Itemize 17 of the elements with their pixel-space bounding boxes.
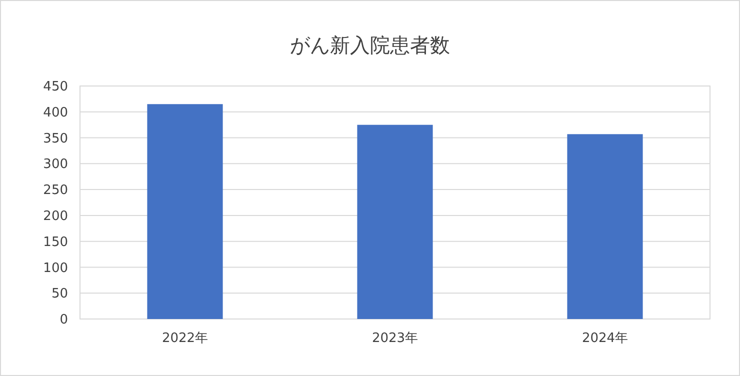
bar <box>147 104 223 319</box>
y-tick-label: 400 <box>43 105 68 120</box>
y-tick-label: 50 <box>51 286 68 302</box>
y-tick-label: 250 <box>43 183 68 198</box>
y-tick-label: 150 <box>43 234 68 250</box>
x-tick-label: 2024年 <box>582 331 628 346</box>
chart-title: がん新入院患者数 <box>290 33 450 57</box>
y-tick-label: 450 <box>43 80 68 95</box>
bar <box>567 134 643 319</box>
y-tick-label: 0 <box>60 312 68 328</box>
y-tick-label: 350 <box>43 131 68 146</box>
y-tick-label: 300 <box>43 157 68 172</box>
x-tick-label: 2022年 <box>162 331 208 346</box>
bar <box>357 124 433 319</box>
y-tick-label: 200 <box>43 208 68 224</box>
y-tick-label: 100 <box>43 260 68 276</box>
x-tick-label: 2023年 <box>372 331 418 346</box>
